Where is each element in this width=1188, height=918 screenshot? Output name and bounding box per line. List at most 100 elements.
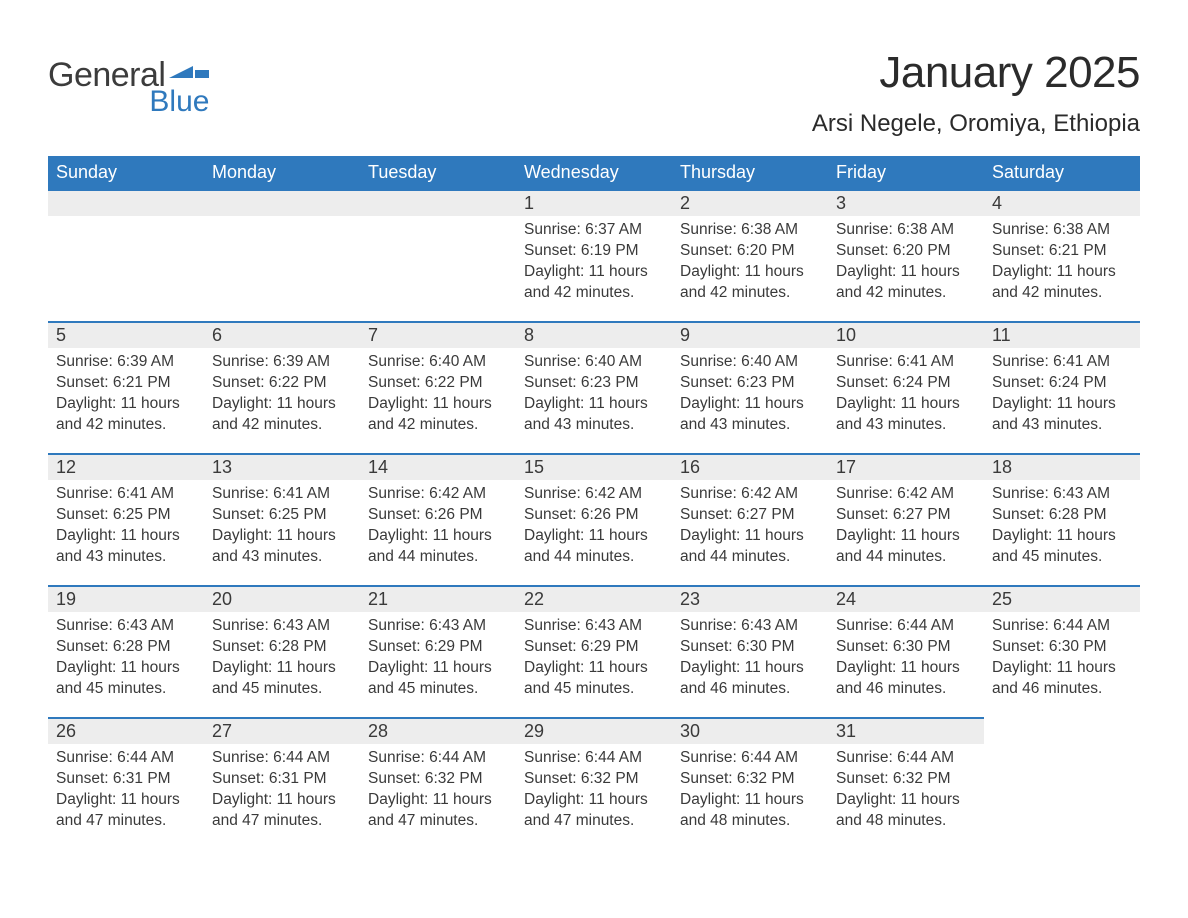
calendar-cell: 30Sunrise: 6:44 AMSunset: 6:32 PMDayligh… bbox=[672, 717, 828, 849]
daylight-line: Daylight: 11 hours and 45 minutes. bbox=[992, 526, 1132, 568]
day-details: Sunrise: 6:41 AMSunset: 6:25 PMDaylight:… bbox=[204, 480, 360, 576]
day-number-band: 19 bbox=[48, 585, 204, 612]
calendar-table: SundayMondayTuesdayWednesdayThursdayFrid… bbox=[48, 156, 1140, 849]
calendar-week-row: 12Sunrise: 6:41 AMSunset: 6:25 PMDayligh… bbox=[48, 453, 1140, 585]
day-details: Sunrise: 6:38 AMSunset: 6:20 PMDaylight:… bbox=[672, 216, 828, 312]
sunset-line: Sunset: 6:22 PM bbox=[368, 373, 508, 394]
sunset-line: Sunset: 6:30 PM bbox=[836, 637, 976, 658]
sunset-line: Sunset: 6:20 PM bbox=[836, 241, 976, 262]
day-number-band: 25 bbox=[984, 585, 1140, 612]
day-number-band: 29 bbox=[516, 717, 672, 744]
sunset-line: Sunset: 6:24 PM bbox=[992, 373, 1132, 394]
day-details: Sunrise: 6:43 AMSunset: 6:29 PMDaylight:… bbox=[360, 612, 516, 708]
daylight-line: Daylight: 11 hours and 43 minutes. bbox=[56, 526, 196, 568]
day-number-band: 27 bbox=[204, 717, 360, 744]
sunset-line: Sunset: 6:20 PM bbox=[680, 241, 820, 262]
calendar-cell: 27Sunrise: 6:44 AMSunset: 6:31 PMDayligh… bbox=[204, 717, 360, 849]
sunset-line: Sunset: 6:31 PM bbox=[212, 769, 352, 790]
daylight-line: Daylight: 11 hours and 44 minutes. bbox=[680, 526, 820, 568]
calendar-cell: 13Sunrise: 6:41 AMSunset: 6:25 PMDayligh… bbox=[204, 453, 360, 585]
calendar-cell: 16Sunrise: 6:42 AMSunset: 6:27 PMDayligh… bbox=[672, 453, 828, 585]
sunset-line: Sunset: 6:27 PM bbox=[680, 505, 820, 526]
day-number-band: 7 bbox=[360, 321, 516, 348]
sunrise-line: Sunrise: 6:44 AM bbox=[368, 748, 508, 769]
day-details: Sunrise: 6:44 AMSunset: 6:32 PMDaylight:… bbox=[360, 744, 516, 840]
calendar-cell: 6Sunrise: 6:39 AMSunset: 6:22 PMDaylight… bbox=[204, 321, 360, 453]
calendar-cell: 22Sunrise: 6:43 AMSunset: 6:29 PMDayligh… bbox=[516, 585, 672, 717]
daylight-line: Daylight: 11 hours and 42 minutes. bbox=[212, 394, 352, 436]
sunrise-line: Sunrise: 6:42 AM bbox=[524, 484, 664, 505]
calendar-cell: 8Sunrise: 6:40 AMSunset: 6:23 PMDaylight… bbox=[516, 321, 672, 453]
sunrise-line: Sunrise: 6:38 AM bbox=[680, 220, 820, 241]
day-details: Sunrise: 6:41 AMSunset: 6:24 PMDaylight:… bbox=[984, 348, 1140, 444]
daylight-line: Daylight: 11 hours and 48 minutes. bbox=[680, 790, 820, 832]
sunset-line: Sunset: 6:28 PM bbox=[992, 505, 1132, 526]
day-details: Sunrise: 6:44 AMSunset: 6:30 PMDaylight:… bbox=[984, 612, 1140, 708]
sunset-line: Sunset: 6:25 PM bbox=[56, 505, 196, 526]
day-number-band: 2 bbox=[672, 189, 828, 216]
weekday-header-row: SundayMondayTuesdayWednesdayThursdayFrid… bbox=[48, 156, 1140, 189]
sunrise-line: Sunrise: 6:42 AM bbox=[836, 484, 976, 505]
weekday-header: Monday bbox=[204, 156, 360, 189]
sunset-line: Sunset: 6:23 PM bbox=[680, 373, 820, 394]
calendar-cell bbox=[204, 189, 360, 321]
sunrise-line: Sunrise: 6:43 AM bbox=[368, 616, 508, 637]
sunset-line: Sunset: 6:32 PM bbox=[524, 769, 664, 790]
calendar-cell: 17Sunrise: 6:42 AMSunset: 6:27 PMDayligh… bbox=[828, 453, 984, 585]
sunrise-line: Sunrise: 6:41 AM bbox=[212, 484, 352, 505]
title-block: January 2025 Arsi Negele, Oromiya, Ethio… bbox=[812, 48, 1140, 150]
sunset-line: Sunset: 6:28 PM bbox=[212, 637, 352, 658]
calendar-cell: 1Sunrise: 6:37 AMSunset: 6:19 PMDaylight… bbox=[516, 189, 672, 321]
daylight-line: Daylight: 11 hours and 47 minutes. bbox=[212, 790, 352, 832]
day-number-band: 16 bbox=[672, 453, 828, 480]
calendar-cell: 25Sunrise: 6:44 AMSunset: 6:30 PMDayligh… bbox=[984, 585, 1140, 717]
day-number-band: 3 bbox=[828, 189, 984, 216]
calendar-cell: 19Sunrise: 6:43 AMSunset: 6:28 PMDayligh… bbox=[48, 585, 204, 717]
sunrise-line: Sunrise: 6:38 AM bbox=[836, 220, 976, 241]
sunrise-line: Sunrise: 6:44 AM bbox=[836, 616, 976, 637]
weekday-header: Tuesday bbox=[360, 156, 516, 189]
day-number-band: 20 bbox=[204, 585, 360, 612]
calendar-cell: 5Sunrise: 6:39 AMSunset: 6:21 PMDaylight… bbox=[48, 321, 204, 453]
daylight-line: Daylight: 11 hours and 46 minutes. bbox=[992, 658, 1132, 700]
day-number-band: 1 bbox=[516, 189, 672, 216]
day-number-band: 14 bbox=[360, 453, 516, 480]
day-number-band: 15 bbox=[516, 453, 672, 480]
page-header: General Blue January 2025 Arsi Negele, O… bbox=[48, 48, 1140, 150]
calendar-cell: 2Sunrise: 6:38 AMSunset: 6:20 PMDaylight… bbox=[672, 189, 828, 321]
logo-word-2: Blue bbox=[126, 85, 209, 119]
day-number-band: 26 bbox=[48, 717, 204, 744]
day-details: Sunrise: 6:44 AMSunset: 6:32 PMDaylight:… bbox=[672, 744, 828, 840]
sunrise-line: Sunrise: 6:43 AM bbox=[56, 616, 196, 637]
sunrise-line: Sunrise: 6:41 AM bbox=[836, 352, 976, 373]
sunrise-line: Sunrise: 6:39 AM bbox=[212, 352, 352, 373]
day-details: Sunrise: 6:44 AMSunset: 6:31 PMDaylight:… bbox=[48, 744, 204, 840]
day-details: Sunrise: 6:42 AMSunset: 6:27 PMDaylight:… bbox=[672, 480, 828, 576]
day-details: Sunrise: 6:43 AMSunset: 6:30 PMDaylight:… bbox=[672, 612, 828, 708]
weekday-header: Thursday bbox=[672, 156, 828, 189]
daylight-line: Daylight: 11 hours and 44 minutes. bbox=[524, 526, 664, 568]
day-details: Sunrise: 6:41 AMSunset: 6:24 PMDaylight:… bbox=[828, 348, 984, 444]
daylight-line: Daylight: 11 hours and 43 minutes. bbox=[836, 394, 976, 436]
calendar-cell: 10Sunrise: 6:41 AMSunset: 6:24 PMDayligh… bbox=[828, 321, 984, 453]
day-number-band: 31 bbox=[828, 717, 984, 744]
sunrise-line: Sunrise: 6:39 AM bbox=[56, 352, 196, 373]
sunset-line: Sunset: 6:27 PM bbox=[836, 505, 976, 526]
sunrise-line: Sunrise: 6:41 AM bbox=[56, 484, 196, 505]
daylight-line: Daylight: 11 hours and 47 minutes. bbox=[368, 790, 508, 832]
day-details: Sunrise: 6:43 AMSunset: 6:29 PMDaylight:… bbox=[516, 612, 672, 708]
sunset-line: Sunset: 6:32 PM bbox=[836, 769, 976, 790]
calendar-cell: 11Sunrise: 6:41 AMSunset: 6:24 PMDayligh… bbox=[984, 321, 1140, 453]
calendar-cell: 26Sunrise: 6:44 AMSunset: 6:31 PMDayligh… bbox=[48, 717, 204, 849]
daylight-line: Daylight: 11 hours and 42 minutes. bbox=[524, 262, 664, 304]
calendar-cell: 29Sunrise: 6:44 AMSunset: 6:32 PMDayligh… bbox=[516, 717, 672, 849]
calendar-cell bbox=[48, 189, 204, 321]
sunset-line: Sunset: 6:21 PM bbox=[992, 241, 1132, 262]
sunrise-line: Sunrise: 6:40 AM bbox=[680, 352, 820, 373]
sunrise-line: Sunrise: 6:43 AM bbox=[212, 616, 352, 637]
sunset-line: Sunset: 6:32 PM bbox=[368, 769, 508, 790]
day-details: Sunrise: 6:40 AMSunset: 6:23 PMDaylight:… bbox=[672, 348, 828, 444]
sunset-line: Sunset: 6:24 PM bbox=[836, 373, 976, 394]
daylight-line: Daylight: 11 hours and 42 minutes. bbox=[680, 262, 820, 304]
day-number-band: 18 bbox=[984, 453, 1140, 480]
